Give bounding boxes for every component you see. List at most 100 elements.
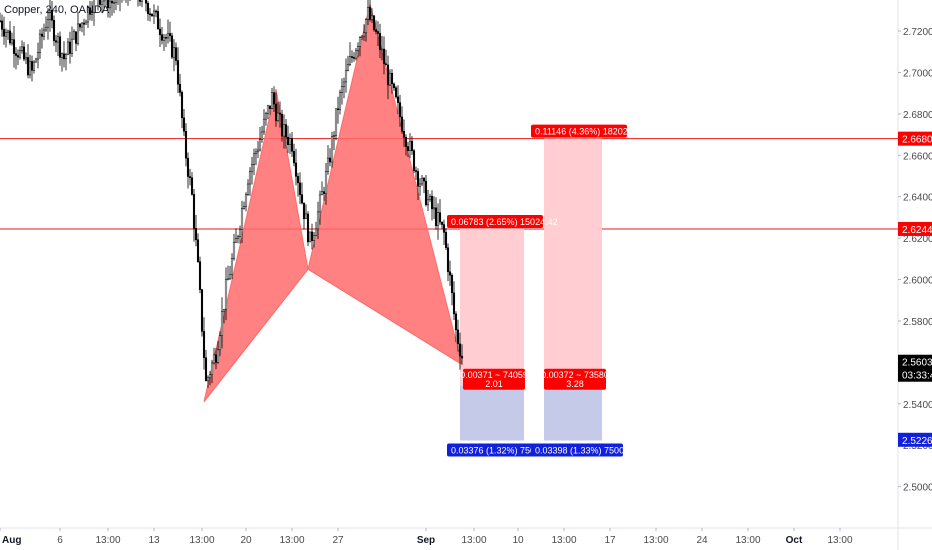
hline-1-price-tag-box[interactable]	[898, 131, 932, 146]
candle-body	[290, 138, 294, 152]
candle-body	[58, 36, 62, 58]
price-tick-label: 2.54000	[903, 400, 932, 411]
candle-body	[42, 29, 46, 37]
candle-body	[56, 36, 60, 43]
candle-body	[194, 228, 198, 241]
candle-body	[232, 242, 236, 259]
hline-2-price-tag-box[interactable]	[898, 221, 932, 236]
candle-body	[364, 18, 368, 34]
candle-body	[276, 112, 280, 121]
stop-price-tag-box[interactable]	[898, 432, 932, 447]
time-tick-label: 20	[240, 535, 252, 546]
candle-body	[112, 2, 116, 4]
candle-body	[52, 19, 56, 41]
candle-body	[138, 0, 142, 2]
candle-body	[368, 7, 372, 20]
candle-body	[458, 343, 462, 357]
candle-body	[170, 35, 174, 58]
candle-body	[158, 28, 162, 35]
candle-body	[248, 171, 252, 185]
entry-label-box-1	[463, 368, 525, 390]
candle-body	[380, 48, 384, 51]
horizontal-lines	[0, 138, 898, 230]
candle-body	[354, 50, 358, 59]
candle-body	[0, 20, 4, 30]
candle-body	[40, 33, 44, 37]
time-tick-label: 13:00	[189, 535, 214, 546]
candle-body	[102, 0, 106, 2]
candle-body	[210, 362, 214, 375]
candle-body	[438, 212, 442, 223]
candle-body	[434, 207, 438, 226]
profit-zone-2[interactable]	[544, 138, 602, 386]
loss-zone-2[interactable]	[544, 385, 602, 441]
candle-body	[178, 83, 182, 93]
candle-body	[350, 56, 354, 58]
candle-body	[268, 105, 272, 109]
candle-body	[38, 33, 42, 53]
time-tick-label: 24	[696, 535, 708, 546]
candle-body	[378, 33, 382, 51]
current-price-tag-box[interactable]	[898, 354, 932, 382]
time-tick-label: 13:00	[827, 535, 852, 546]
candle-body	[406, 146, 410, 151]
candle-body	[252, 153, 256, 165]
candle-body	[308, 231, 312, 243]
candle-body	[414, 170, 418, 172]
candle-body	[254, 151, 258, 155]
candle-body	[230, 258, 234, 276]
candle-body	[80, 22, 84, 28]
candle-body	[396, 96, 400, 103]
candle-body	[328, 157, 332, 163]
target-label-2: 0.11146 (4.36%) 18202.23	[535, 127, 640, 137]
candle-body	[22, 46, 26, 60]
candle-body	[20, 46, 24, 51]
price-tick-label: 2.58000	[903, 317, 932, 328]
candle-body	[450, 274, 454, 294]
candle-body	[238, 229, 242, 237]
time-tick-label: 13:00	[735, 535, 760, 546]
candle-body	[114, 0, 118, 3]
candle-body	[392, 83, 396, 89]
candle-body	[228, 274, 232, 280]
candle-body	[16, 55, 20, 58]
candle-body	[28, 61, 32, 76]
candle-body	[144, 0, 148, 4]
entry-label-2: 0.00372 ~ 73580	[541, 370, 609, 380]
candle-body	[190, 177, 194, 195]
candle-body	[284, 124, 288, 138]
candle-body	[154, 10, 158, 13]
candle-body	[200, 289, 204, 332]
candle-body	[46, 18, 50, 28]
candle-body	[18, 50, 22, 58]
candle-body	[162, 37, 166, 41]
entry-risk-ratio-2: 3.28	[566, 379, 584, 389]
time-tick-label: Oct	[786, 535, 803, 546]
candle-body	[310, 231, 314, 241]
candle-body	[90, 11, 94, 15]
candle-body	[214, 354, 218, 363]
candle-body	[208, 374, 212, 378]
candle-body	[256, 149, 260, 153]
bar-countdown: 03:33:45	[902, 371, 932, 382]
candle-body	[288, 138, 292, 145]
candle-body	[424, 180, 428, 206]
candle-body	[360, 35, 364, 38]
profit-zone-1[interactable]	[460, 228, 524, 386]
candle-body	[338, 92, 342, 110]
time-tick-label: Sep	[417, 535, 435, 546]
candle-body	[74, 31, 78, 44]
candle-body	[318, 194, 322, 213]
harmonic-bd-leg	[307, 268, 463, 365]
loss-zone-1[interactable]	[460, 385, 524, 441]
time-tick-label: 10	[512, 535, 524, 546]
time-tick-label: 6	[57, 535, 63, 546]
time-tick-label: 17	[604, 535, 616, 546]
candle-body	[236, 236, 240, 239]
candle-body	[156, 11, 160, 30]
candle-body	[278, 112, 282, 115]
candle-body	[82, 22, 86, 25]
candle-body	[76, 23, 80, 44]
